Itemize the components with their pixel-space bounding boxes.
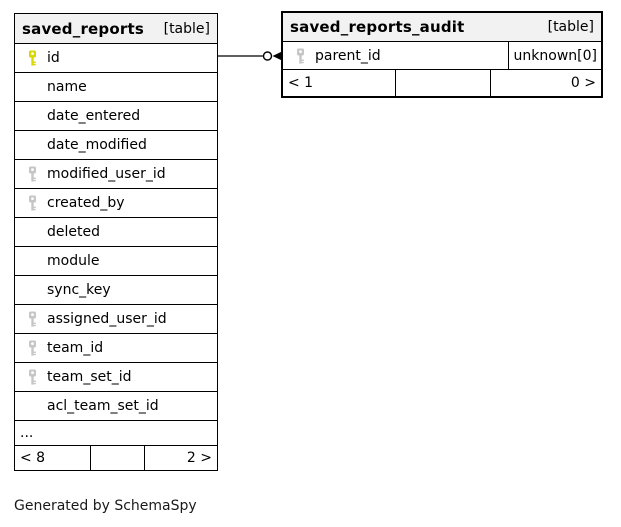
relationship-connector	[218, 51, 282, 61]
table-name: saved_reports_audit	[290, 18, 465, 36]
column-row-name: name	[15, 73, 217, 102]
column-name: modified_user_id	[47, 166, 166, 182]
foreign-key-icon	[27, 369, 38, 385]
outgoing-relations-count: 2 >	[186, 450, 212, 466]
incoming-relations-count: < 8	[20, 450, 46, 466]
column-row-created-by: created_by	[15, 189, 217, 218]
column-row-team-id: team_id	[15, 334, 217, 363]
foreign-key-icon	[27, 166, 38, 182]
footer-spacer-cell	[90, 446, 145, 470]
column-name: team_set_id	[47, 369, 132, 385]
column-row-acl-team-set-id: acl_team_set_id	[15, 392, 217, 421]
column-row-sync-key: sync_key	[15, 276, 217, 305]
column-row-parent-id: parent_id unknown[0]	[283, 42, 601, 70]
table-saved-reports: saved_reports [table] id name date_enter…	[14, 13, 218, 471]
table-saved-reports-audit-footer: < 1 0 >	[283, 70, 601, 96]
column-name: date_modified	[47, 137, 147, 153]
zero-or-one-circle-icon	[262, 51, 273, 61]
column-name: created_by	[47, 195, 125, 211]
column-name: sync_key	[47, 282, 111, 298]
foreign-key-icon	[27, 340, 38, 356]
column-row-deleted: deleted	[15, 218, 217, 247]
table-type-label: [table]	[163, 20, 210, 37]
column-row-module: module	[15, 247, 217, 276]
column-annotation: unknown[0]	[508, 42, 601, 69]
column-name: deleted	[47, 224, 100, 240]
column-row-team-set-id: team_set_id	[15, 363, 217, 392]
column-name: team_id	[47, 340, 104, 356]
columns-ellipsis: ...	[15, 421, 217, 446]
column-row-assigned-user-id: assigned_user_id	[15, 305, 217, 334]
table-name: saved_reports	[22, 19, 144, 38]
column-name: parent_id	[315, 47, 381, 64]
column-name: module	[47, 253, 100, 269]
column-row-date-modified: date_modified	[15, 131, 217, 160]
column-row-date-entered: date_entered	[15, 102, 217, 131]
column-row-id: id	[15, 44, 217, 73]
foreign-key-icon	[27, 195, 38, 211]
primary-key-icon	[27, 50, 38, 66]
column-name: date_entered	[47, 108, 141, 124]
foreign-key-icon	[27, 311, 38, 327]
generated-by-note: Generated by SchemaSpy	[14, 498, 197, 514]
table-saved-reports-audit-header[interactable]: saved_reports_audit [table]	[283, 13, 601, 42]
outgoing-relations-count: 0 >	[570, 75, 596, 91]
column-name: assigned_user_id	[47, 311, 167, 327]
table-saved-reports-footer: < 8 2 >	[15, 446, 217, 470]
incoming-relations-count: < 1	[288, 75, 314, 91]
arrowhead-icon	[272, 51, 282, 61]
foreign-key-icon	[295, 48, 306, 64]
table-saved-reports-header[interactable]: saved_reports [table]	[15, 14, 217, 44]
column-name: name	[47, 79, 87, 95]
footer-spacer-cell	[394, 70, 492, 96]
table-type-label: [table]	[547, 19, 594, 35]
column-row-modified-user-id: modified_user_id	[15, 160, 217, 189]
column-name: id	[47, 50, 60, 66]
column-name: acl_team_set_id	[47, 398, 159, 414]
table-saved-reports-audit: saved_reports_audit [table] parent_id un…	[281, 11, 603, 98]
